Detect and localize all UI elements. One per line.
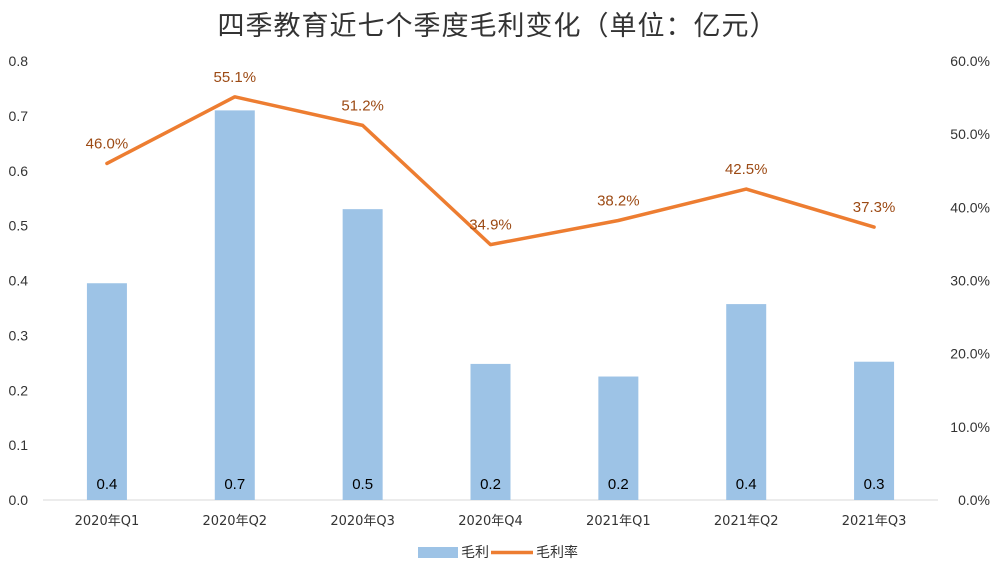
- bar-series: [86, 110, 895, 500]
- y-left-tick-label: 0.6: [9, 163, 29, 179]
- y-right-tick-label: 30.0%: [950, 273, 990, 289]
- bar: [726, 304, 767, 500]
- bar-value-label: 0.7: [224, 476, 245, 493]
- legend-label-bar: 毛利: [461, 545, 489, 561]
- rate-value-label: 38.2%: [597, 193, 640, 210]
- bar-value-label: 0.5: [352, 476, 373, 493]
- bar-value-label: 0.4: [736, 476, 757, 493]
- bar: [214, 110, 255, 500]
- bar: [342, 209, 383, 500]
- y-left-tick-label: 0.3: [9, 327, 29, 343]
- line-series: [105, 95, 876, 247]
- bar: [86, 283, 127, 500]
- y-right-tick-label: 10.0%: [950, 419, 990, 435]
- chart-title: 四季教育近七个季度毛利变化（单位：亿元）: [217, 11, 778, 42]
- y-right-tick-label: 60.0%: [950, 53, 990, 69]
- x-tick-label: 2021年Q2: [714, 514, 779, 529]
- x-tick-label: 2021年Q3: [842, 514, 907, 529]
- x-tick-label: 2020年Q3: [330, 514, 395, 529]
- bar-value-label: 0.3: [864, 476, 885, 493]
- y-right-tick-label: 0.0%: [958, 492, 990, 508]
- legend-swatch-bar: [418, 547, 458, 558]
- y-right-tick-label: 50.0%: [950, 126, 990, 142]
- y-right-tick-label: 20.0%: [950, 346, 990, 362]
- rate-value-label: 37.3%: [853, 199, 896, 216]
- y-left-tick-label: 0.2: [9, 382, 29, 398]
- data-labels: 0.4 0.7 0.5 0.2 0.2 0.4 0.3 46.0% 55.1% 51.2% 34.9…: [86, 69, 896, 493]
- y-left-tick-label: 0.4: [9, 273, 29, 289]
- rate-value-label: 55.1%: [214, 69, 257, 86]
- rate-value-label: 42.5%: [725, 161, 768, 178]
- y-left-tick-label: 0.8: [9, 53, 29, 69]
- x-tick-label: 2020年Q2: [202, 514, 267, 529]
- x-tick-label: 2020年Q1: [75, 514, 140, 529]
- bar-value-label: 0.4: [96, 476, 117, 493]
- axes: 0.0 0.1 0.2 0.3 0.4 0.5 0.6 0.7 0.8 0.0% 10.0% 20.0…: [9, 53, 990, 529]
- bar: [854, 361, 895, 500]
- legend: 毛利 毛利率: [418, 544, 578, 561]
- x-tick-label: 2020年Q4: [458, 514, 523, 529]
- rate-value-label: 46.0%: [86, 135, 129, 152]
- y-left-tick-label: 0.5: [9, 218, 29, 234]
- y-left-tick-label: 0.0: [9, 492, 29, 508]
- legend-label-line: 毛利率: [536, 544, 578, 561]
- bar: [598, 376, 639, 500]
- bar: [470, 363, 511, 500]
- bar-value-label: 0.2: [480, 476, 501, 493]
- rate-value-label: 34.9%: [469, 217, 512, 234]
- rate-value-label: 51.2%: [341, 97, 384, 114]
- x-tick-label: 2021年Q1: [586, 514, 651, 529]
- y-left-tick-label: 0.1: [9, 437, 29, 453]
- bar-value-label: 0.2: [608, 476, 629, 493]
- y-right-tick-label: 40.0%: [950, 199, 990, 215]
- y-left-tick-label: 0.7: [9, 108, 29, 124]
